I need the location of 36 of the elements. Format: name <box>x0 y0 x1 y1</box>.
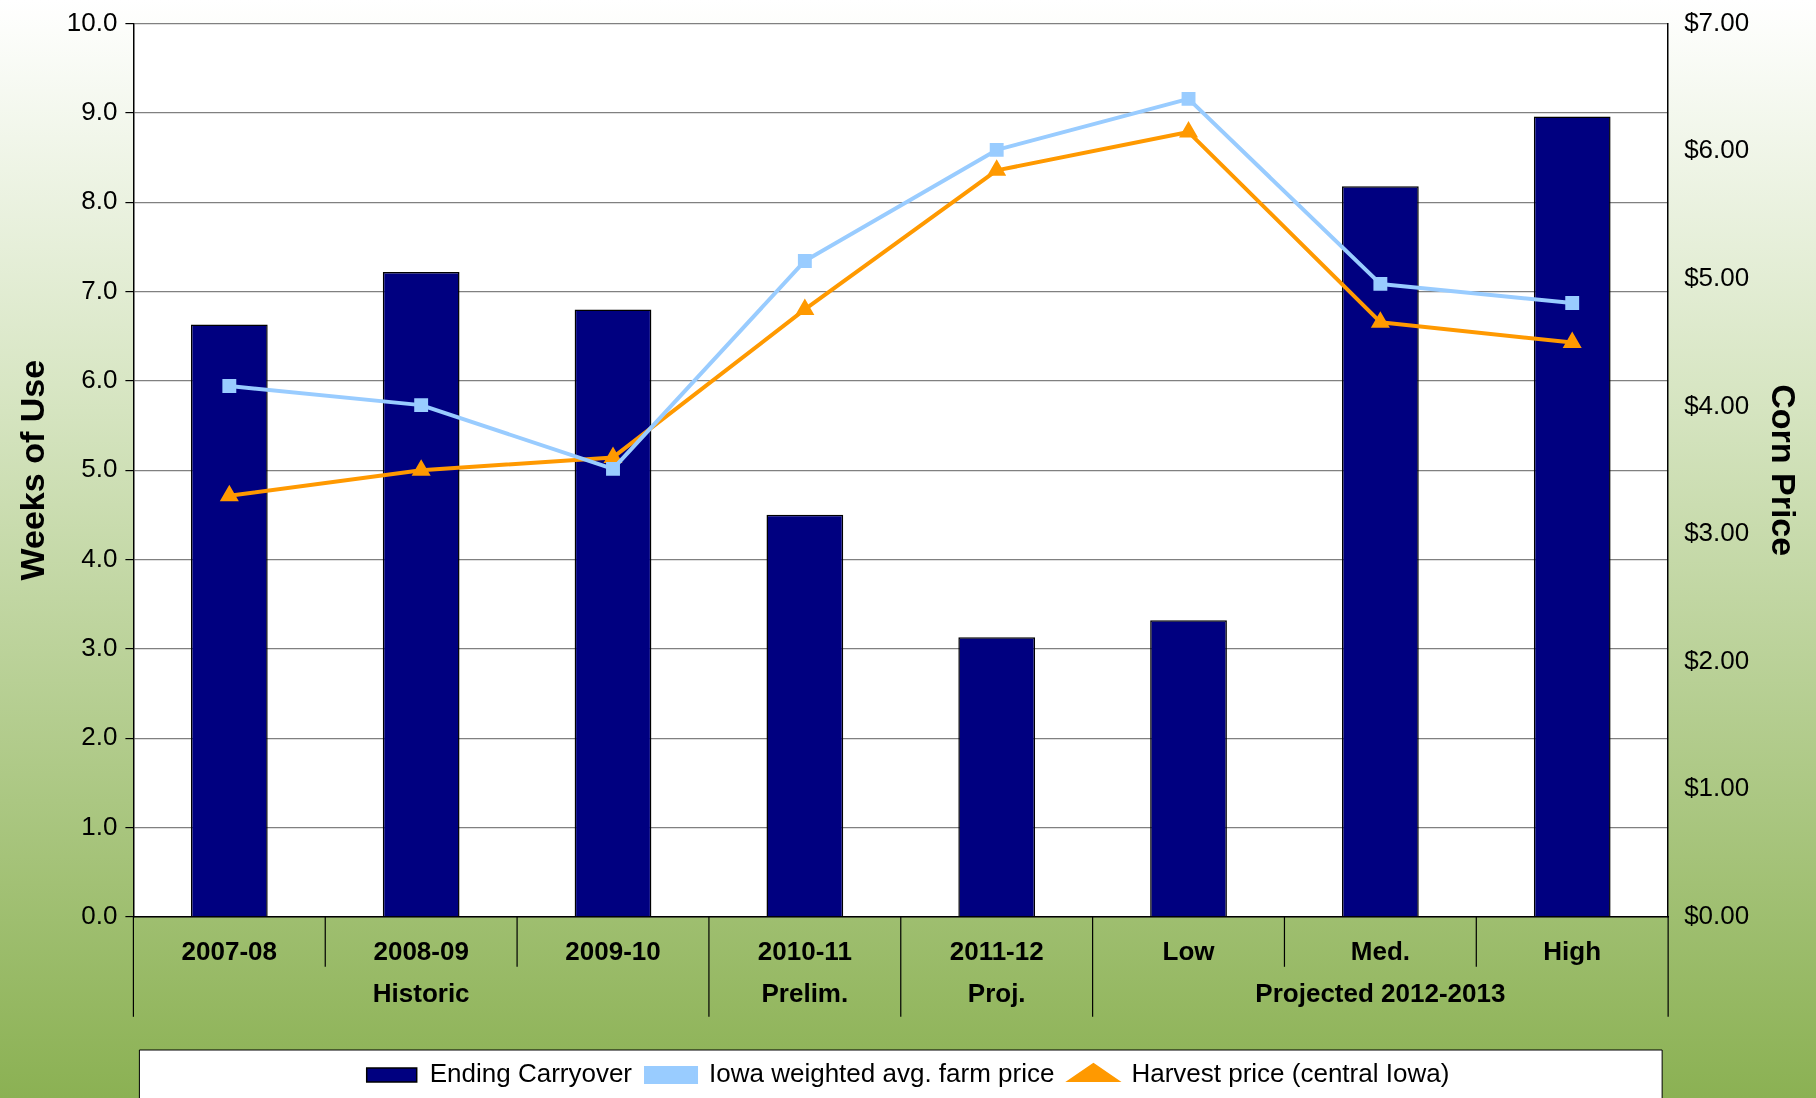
x-tick-label: High <box>1543 935 1602 966</box>
x-tick-label: 2007-08 <box>181 935 278 966</box>
y-tick-label: 4.0 <box>81 542 118 573</box>
y2-tick-label: $7.00 <box>1684 6 1750 37</box>
x-tick-label: Low <box>1162 935 1216 966</box>
y2-tick-label: $1.00 <box>1684 772 1750 803</box>
text: Historic <box>372 977 470 1008</box>
legend-label: Iowa weighted avg. farm price <box>709 1058 1055 1089</box>
x-tick-label: 2008-09 <box>373 935 469 966</box>
y2-tick-label: $3.00 <box>1684 517 1750 548</box>
y-axis-title: Weeks of Use <box>12 359 51 581</box>
x-tick-label: 2010-11 <box>757 935 852 966</box>
y-tick-label: 2.0 <box>81 721 118 752</box>
y-tick-label: 7.0 <box>81 274 118 305</box>
x-tick-label: 2009-10 <box>565 935 661 966</box>
text: Projected 2012-2013 <box>1255 977 1506 1008</box>
y-tick-label: 3.0 <box>81 632 118 663</box>
y2-tick-label: $4.00 <box>1684 389 1750 420</box>
y2-tick-label: $6.00 <box>1684 134 1750 165</box>
y2-tick-label: $0.00 <box>1684 899 1750 930</box>
legend-label: Harvest price (central Iowa) <box>1131 1058 1450 1089</box>
y-tick-label: 9.0 <box>81 96 118 127</box>
y-tick-label: 8.0 <box>81 185 118 216</box>
y-tick-label: 5.0 <box>81 453 118 484</box>
y-tick-label: 0.0 <box>81 899 118 930</box>
x-tick-label: Med. <box>1350 935 1410 966</box>
legend-label: Ending Carryover <box>429 1058 633 1089</box>
y-tick-label: 6.0 <box>81 364 118 395</box>
y-tick-label: 1.0 <box>81 810 118 841</box>
text: Prelim. <box>761 977 849 1008</box>
y2-tick-label: $5.00 <box>1684 261 1750 292</box>
y-tick-label: 10.0 <box>66 6 118 37</box>
y2-axis-title: Corn Price <box>1765 384 1804 557</box>
y2-tick-label: $2.00 <box>1684 644 1750 675</box>
x-tick-label: 2011-12 <box>949 935 1044 966</box>
text: Proj. <box>967 977 1026 1008</box>
